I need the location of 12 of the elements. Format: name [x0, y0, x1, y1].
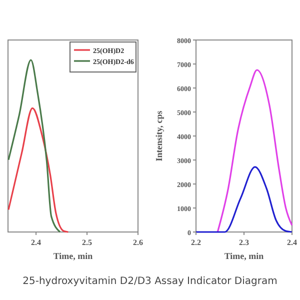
x-tick-label: 2.2: [191, 238, 201, 247]
text: 25-hydroxyvitamin D2/D3 Assay Indicator Diagram: [22, 276, 278, 287]
line-series: [216, 69, 293, 233]
x-tick-label: 2.6: [133, 238, 143, 247]
x-axis-title: Time, min: [224, 251, 264, 261]
x-axis-title: Time, min: [53, 251, 93, 261]
x-tick-label: 2.5: [82, 238, 92, 247]
line-series: [195, 166, 293, 233]
x-tick-label: 2.4: [31, 238, 42, 247]
x-tick-label: 2.3: [239, 238, 249, 247]
x-tick-label: 2.4: [287, 238, 297, 247]
y-axis-title: Intensity, cps: [154, 110, 164, 162]
